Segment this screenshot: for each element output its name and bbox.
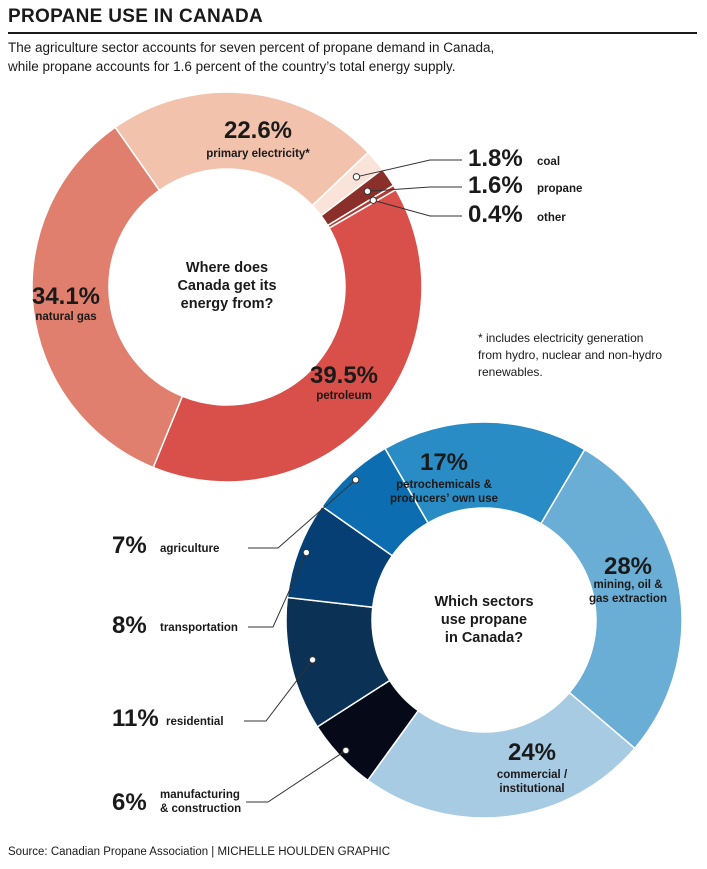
donut-slice-primary-electricity [114, 91, 370, 207]
center-text-line: Where does [186, 260, 268, 276]
leader-line [367, 186, 462, 192]
slice-value-label: 17% [420, 449, 468, 476]
slice-category-label: agriculture [160, 543, 219, 555]
source-credit: Source: Canadian Propane Association | M… [8, 846, 391, 858]
energy-supply-donut-chart: Where does Canada get its energy from? 22.6… [31, 91, 582, 483]
footnote-line-3: renewables. [478, 365, 543, 379]
slice-category-label: commercial / [497, 769, 568, 781]
leader-line [248, 552, 307, 628]
title-rule [8, 32, 697, 34]
slice-category-label: primary electricity* [206, 148, 310, 160]
leader-line [373, 199, 462, 217]
leader-dot [363, 187, 372, 195]
leader-dot [352, 173, 361, 181]
center-text-line: Which sectors [434, 594, 533, 610]
leader-line [246, 750, 347, 803]
center-text-line: Canada get its [177, 278, 276, 294]
slice-category-label: coal [537, 156, 560, 168]
slice-category-label: petrochemicals & [396, 479, 492, 491]
slice-value-label: 0.4% [468, 201, 523, 228]
slice-category-label: petroleum [316, 390, 372, 402]
slice-category-label: other [537, 212, 566, 224]
slice-category-label: transportation [160, 622, 238, 634]
page-title: PROPANE USE IN CANADA [8, 6, 264, 27]
slice-value-label: 7% [112, 532, 147, 559]
leader-dot [342, 746, 350, 755]
slice-value-label: 39.5% [310, 362, 378, 389]
subtitle: The agriculture sector accounts for seve… [8, 38, 568, 76]
slice-category-label: gas extraction [589, 593, 667, 605]
slice-category-label: institutional [499, 783, 564, 795]
slice-value-label: 8% [112, 612, 147, 639]
leader-line [244, 659, 313, 722]
footnote-line-1: * includes electricity generation [478, 331, 644, 345]
leader-dot [302, 548, 311, 557]
center-text-line: in Canada? [445, 630, 523, 646]
subtitle-line-2: while propane accounts for 1.6 percent o… [8, 59, 456, 74]
slice-value-label: 6% [112, 789, 147, 816]
slice-category-label: propane [537, 183, 582, 195]
leader-dot [351, 476, 360, 484]
leader-dot [369, 196, 377, 204]
slice-value-label: 11% [112, 705, 159, 732]
slice-value-label: 28% [604, 553, 652, 580]
slice-category-label: manufacturing [160, 789, 240, 801]
slice-category-label: natural gas [35, 311, 96, 323]
footnote: * includes electricity generation from h… [478, 330, 707, 381]
slice-value-label: 1.8% [468, 145, 523, 172]
donut-slice-mining-oil-gas-extraction [539, 448, 683, 750]
leader-dot [308, 656, 317, 664]
center-text-line: use propane [441, 612, 527, 628]
subtitle-line-1: The agriculture sector accounts for seve… [8, 40, 495, 55]
donut-slice-natural-gas [31, 126, 184, 469]
slice-category-label: & construction [160, 803, 241, 815]
slice-value-label: 24% [508, 739, 556, 766]
donut-slice-agriculture [320, 447, 430, 557]
slice-category-label: producers’ own use [390, 493, 498, 505]
propane-use-donut-chart: Which sectors use propane in Canada? 17% pet… [112, 421, 683, 819]
slice-category-label: mining, oil & [594, 579, 663, 591]
donut-slice-petroleum [152, 188, 423, 483]
slice-value-label: 1.6% [468, 172, 523, 199]
slice-value-label: 34.1% [32, 283, 100, 310]
center-text-line: energy from? [181, 296, 274, 312]
slice-category-label: residential [166, 716, 224, 728]
leader-line [356, 159, 462, 178]
donut-slice-commercial-institutional [366, 691, 636, 819]
footnote-line-2: from hydro, nuclear and non-hydro [478, 348, 663, 362]
slice-value-label: 22.6% [224, 117, 292, 144]
leader-line [248, 479, 357, 549]
